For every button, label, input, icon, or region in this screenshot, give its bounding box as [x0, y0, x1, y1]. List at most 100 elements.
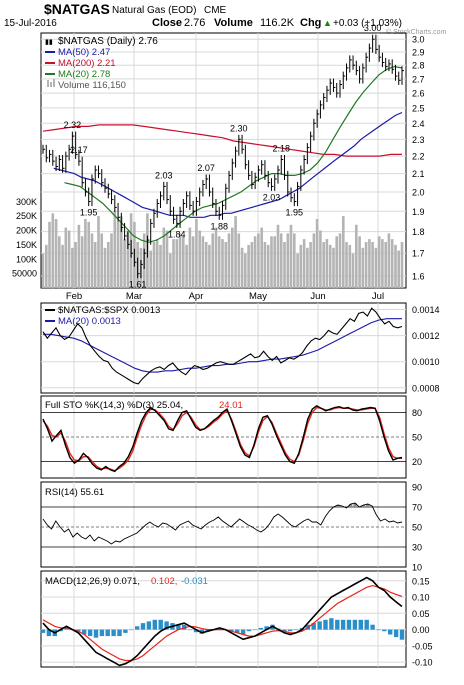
volume-bar	[110, 233, 113, 288]
macd-histogram-bar	[288, 629, 293, 632]
macd-histogram-bar	[376, 629, 381, 631]
volume-bar	[80, 236, 84, 289]
price-legend-title: $NATGAS (Daily) 2.76	[58, 36, 158, 47]
price-annotation: 2.18	[272, 144, 290, 154]
macd-histogram-bar	[164, 621, 169, 630]
ratio-ma20-line	[43, 318, 402, 373]
macd-histogram-bar	[370, 624, 375, 630]
volume-bar	[54, 219, 58, 288]
price-annotation: 1.61	[129, 280, 147, 290]
macd-histogram-bar	[399, 629, 405, 640]
x-axis-month-label: Jun	[310, 291, 325, 302]
volume-bar	[312, 233, 316, 288]
chart-date: 15-Jul-2016	[4, 18, 57, 29]
rsi-y-tick-label: 30	[412, 543, 422, 553]
macd-histogram-bar	[293, 629, 299, 631]
macd-histogram-bar	[240, 629, 246, 635]
price-y-tick-label: 2.2	[412, 152, 425, 162]
macd-histogram-bar	[105, 629, 110, 637]
volume-bar	[387, 233, 391, 288]
volume-bar	[51, 213, 55, 289]
x-axis-month-label: Feb	[66, 291, 82, 302]
volume-bar	[93, 242, 97, 288]
volume-bar	[152, 242, 156, 288]
volume-bar	[116, 221, 120, 288]
x-axis-month-label: Mar	[126, 291, 142, 302]
volume-bar	[302, 239, 306, 288]
volume-swatch	[53, 79, 55, 87]
volume-bar	[358, 236, 361, 289]
volume-bar	[400, 242, 404, 288]
volume-bar	[384, 242, 387, 288]
volume-bar	[126, 230, 130, 288]
macd-histogram-bar	[135, 626, 140, 630]
macd-histogram-bar	[146, 621, 152, 630]
macd-histogram-bar	[252, 629, 258, 631]
change-label: Chg	[300, 17, 321, 29]
volume-bar	[306, 247, 309, 289]
volume-tick-label: 250K	[16, 211, 37, 221]
volume-swatch	[50, 82, 52, 87]
macd-histogram-bar	[176, 624, 181, 630]
volume-bar	[381, 239, 384, 288]
volume-bar	[214, 227, 218, 288]
price-y-tick-label: 2.6	[412, 89, 425, 99]
macd-histogram-bar	[329, 618, 334, 630]
volume-bar	[377, 236, 381, 289]
rsi-overbought-fill	[336, 503, 374, 507]
stoch-d-line	[42, 406, 402, 472]
price-y-tick-label: 1.8	[412, 227, 425, 237]
rsi-y-tick-label: 70	[412, 503, 422, 513]
volume-bar	[368, 239, 371, 288]
macd-histogram-bar	[193, 629, 199, 633]
volume-bar	[279, 233, 283, 288]
x-axis-month-label: Jul	[372, 291, 384, 302]
price-y-tick-label: 2.5	[412, 103, 425, 113]
volume-bar	[90, 233, 94, 288]
volume-bar	[390, 239, 394, 288]
ma200-line	[42, 124, 402, 157]
volume-bar	[332, 247, 335, 289]
volume-bar	[221, 239, 224, 288]
stoch-legend-d-value: 24.01	[219, 400, 243, 411]
macd-histogram-bar	[123, 629, 128, 633]
volume-bar	[240, 247, 244, 289]
macd-histogram-bar	[246, 629, 252, 632]
macd-histogram-bar	[317, 621, 322, 630]
macd-histogram-bar	[323, 619, 328, 630]
ratio-line	[42, 307, 403, 385]
macd-histogram-bar	[199, 629, 205, 634]
macd-histogram-bar	[64, 627, 69, 630]
macd-histogram-bar	[111, 629, 116, 637]
macd-histogram-bar	[346, 619, 352, 630]
volume-swatch	[47, 80, 49, 87]
volume-bar	[204, 242, 208, 288]
volume-bar	[345, 242, 348, 288]
rsi-y-tick-label: 50	[412, 523, 422, 533]
price-annotation: 2.30	[230, 123, 248, 133]
volume-bar	[276, 224, 280, 289]
price-y-tick-label: 3.0	[412, 35, 425, 45]
volume-bar	[178, 233, 182, 288]
volume-bar	[273, 236, 276, 289]
volume-bar	[351, 253, 355, 288]
x-axis-month-label: Apr	[189, 291, 204, 302]
macd-histogram-bar	[117, 629, 122, 637]
volume-bar	[211, 233, 214, 288]
volume-bar	[328, 244, 332, 288]
volume-bar	[198, 230, 201, 288]
volume-bar	[87, 221, 90, 288]
volume-bar	[120, 216, 123, 288]
price-annotation: 1.95	[286, 208, 304, 218]
volume-bar	[371, 242, 374, 288]
volume-bar	[361, 247, 365, 289]
macd-histogram-bar	[93, 629, 99, 638]
price-y-tick-label: 2.4	[412, 119, 425, 129]
exchange-label: CME	[204, 5, 227, 16]
stoch-k-line	[42, 404, 403, 473]
stoch-y-tick-label: 50	[412, 433, 422, 443]
volume-bar	[309, 242, 312, 288]
volume-tick-label: 150K	[16, 240, 37, 250]
macd-histogram-bar	[358, 619, 363, 630]
ratio-y-tick-label: 0.0014	[412, 305, 440, 315]
